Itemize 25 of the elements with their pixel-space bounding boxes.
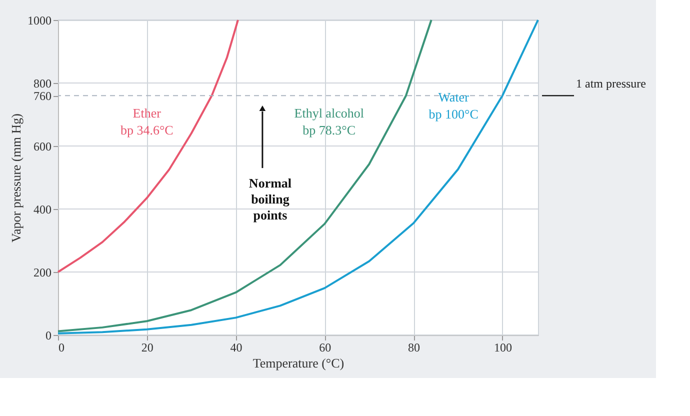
y-tick-label: 400 [34, 202, 52, 216]
y-tick-label: 200 [34, 266, 52, 280]
annotation: bp 78.3°C [302, 122, 356, 138]
x-tick-label: 80 [408, 340, 420, 354]
x-tick-label: 20 [141, 340, 154, 354]
y-tick-label: 600 [34, 140, 52, 154]
text: Ether [132, 105, 162, 120]
annotation: bp 34.6°C [120, 122, 174, 138]
ref-line-label: 1 atm pressure [576, 76, 646, 91]
y-tick-label: 760 [34, 89, 52, 104]
y-axis-title: Vapor pressure (mm Hg) [8, 114, 24, 242]
y-tick-label: 0 [46, 328, 52, 342]
series-label: Water [438, 90, 470, 104]
y-tick-label: 1000 [28, 14, 52, 28]
x-tick-label: 0 [58, 340, 64, 354]
line-series [57, 19, 239, 273]
x-tick-label: 40 [230, 340, 242, 354]
y-tick-label: 800 [34, 76, 52, 90]
annotation: Normal boiling points [248, 176, 292, 222]
annotation: bp 100°C [428, 106, 478, 122]
x-tick-label: 60 [319, 340, 332, 354]
series-label: Ethyl alcohol [294, 105, 364, 120]
line-series [57, 19, 539, 334]
x-axis-title: Temperature (°C) [252, 356, 344, 370]
x-tick-label: 100 [494, 340, 512, 354]
